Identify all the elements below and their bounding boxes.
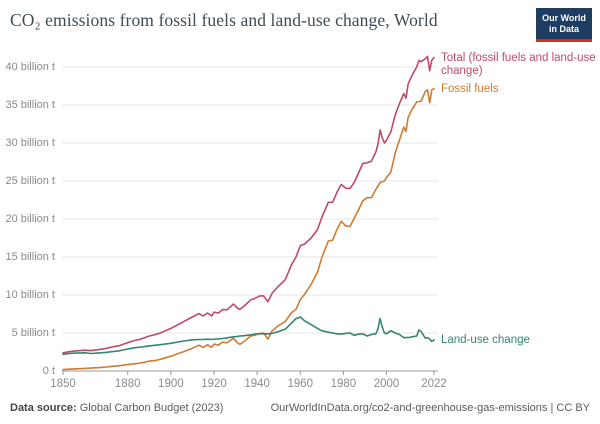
- y-axis-tick-label-10: 10 billion t: [5, 289, 55, 301]
- license-label: | CC BY: [547, 402, 590, 414]
- series-label-land-use-change: Land-use change: [441, 333, 530, 346]
- y-axis-tick-label-5: 5 billion t: [11, 327, 55, 339]
- data-source-value: Global Carbon Budget (2023): [79, 402, 224, 414]
- y-axis-tick-label-15: 15 billion t: [5, 251, 55, 263]
- x-axis-tick-label-2000: 2000: [373, 378, 400, 390]
- owid-logo-line2: in Data: [548, 23, 579, 34]
- line-land-use-change: [62, 316, 435, 356]
- y-axis-tick-label-0: 0 t: [42, 365, 55, 377]
- x-axis-tick-label-1880: 1880: [114, 378, 141, 390]
- owid-logo-line1: Our World: [542, 12, 586, 23]
- x-axis-tick-label-1980: 1980: [330, 378, 357, 390]
- y-axis-tick-label-30: 30 billion t: [5, 137, 55, 149]
- chart-title: CO₂ emissions from fossil fuels and land…: [10, 10, 438, 30]
- owid-logo[interactable]: Our World in Data: [536, 8, 592, 42]
- x-axis-tick-label-1900: 1900: [158, 378, 184, 390]
- y-axis-tick-label-40: 40 billion t: [5, 61, 55, 73]
- y-axis-tick-label-35: 35 billion t: [5, 99, 55, 111]
- x-axis-tick-label-2022: 2022: [421, 378, 447, 390]
- line-total-fossil-fuels-and-land-use-change: [62, 55, 435, 354]
- line-fossil-fuels: [62, 87, 435, 371]
- x-axis-tick-label-1960: 1960: [287, 378, 314, 390]
- x-axis-tick-label-1940: 1940: [244, 378, 270, 390]
- series-label-fossil-fuels: Fossil fuels: [441, 82, 499, 95]
- data-source-label: Data source:: [10, 402, 77, 414]
- data-source-note: Data source: Global Carbon Budget (2023): [10, 402, 223, 414]
- chart-footer: Data source: Global Carbon Budget (2023)…: [0, 402, 600, 416]
- x-axis-tick-label-1850: 1850: [50, 378, 76, 390]
- attribution-note: OurWorldInData.org/co2-and-greenhouse-ga…: [271, 402, 590, 414]
- y-axis-tick-label-20: 20 billion t: [5, 213, 55, 225]
- y-axis-tick-label-25: 25 billion t: [5, 175, 55, 187]
- owid-url-link[interactable]: OurWorldInData.org/co2-and-greenhouse-ga…: [270, 402, 548, 414]
- series-label-total-fossil-fuels-and-land-use-change: Total (fossil fuels and land-use change): [441, 51, 596, 77]
- x-axis-tick-label-1920: 1920: [201, 378, 227, 390]
